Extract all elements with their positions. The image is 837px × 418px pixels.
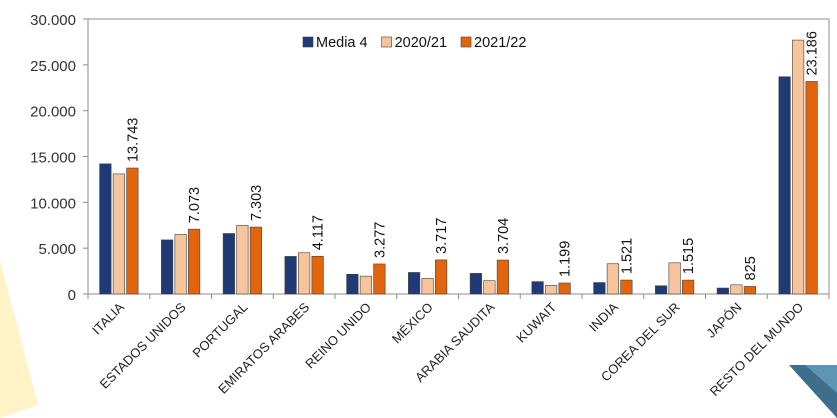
data-label: 7.303 [249, 185, 265, 221]
bar-2020-21 [545, 284, 558, 295]
bar-media-4 [222, 233, 235, 295]
bar-2021-22 [496, 259, 509, 295]
bar-2021-22 [558, 282, 571, 295]
bar-media-4 [99, 163, 112, 295]
y-tick-label: 25.000 [30, 58, 76, 75]
y-tick-label: 10.000 [30, 195, 76, 212]
bar-2020-21 [236, 224, 249, 295]
bar-2021-22 [126, 167, 139, 295]
legend-swatch [302, 36, 314, 48]
bar-2020-21 [112, 173, 125, 295]
bar-media-4 [469, 273, 482, 295]
legend-label: 2021/22 [474, 35, 526, 51]
bar-2020-21 [483, 280, 496, 295]
bar-2021-22 [249, 226, 262, 295]
data-label: 825 [743, 256, 759, 280]
bar-media-4 [161, 239, 174, 295]
bar-media-4 [346, 273, 359, 295]
legend-label: Media 4 [316, 35, 368, 51]
x-tick-label: REINO UNIDO [302, 300, 374, 372]
legend-swatch [460, 36, 472, 48]
bar-2021-22 [805, 81, 818, 295]
y-tick-label: 15.000 [30, 150, 76, 167]
legend-swatch [381, 36, 392, 48]
x-tick-label: KUWAIT [513, 299, 559, 345]
data-label: 1.521 [619, 238, 635, 274]
bar-2021-22 [435, 259, 448, 295]
data-label: 13.743 [125, 118, 141, 162]
x-tick-label: MÉXICO [389, 300, 436, 347]
y-tick-label: 30.000 [30, 12, 76, 29]
data-label: 3.717 [434, 218, 450, 254]
bar-2020-21 [606, 263, 619, 295]
data-label: 3.277 [372, 222, 388, 258]
bar-2020-21 [668, 262, 681, 295]
bar-media-4 [778, 76, 791, 295]
data-label: 23.186 [805, 31, 821, 75]
y-tick-label: 5.000 [38, 241, 76, 258]
bar-2021-22 [311, 255, 324, 295]
data-label: 3.704 [496, 218, 512, 254]
data-label: 1.199 [558, 241, 574, 277]
bar-2021-22 [188, 228, 201, 295]
y-tick-label: 0 [68, 287, 76, 304]
bar-2020-21 [359, 275, 372, 295]
bar-2021-22 [743, 286, 756, 295]
data-label: 7.073 [187, 187, 203, 223]
bar-2021-22 [620, 279, 633, 295]
y-tick-label: 20.000 [30, 104, 76, 121]
bar-media-4 [531, 281, 544, 295]
legend-label: 2020/21 [395, 35, 447, 51]
bar-media-4 [655, 285, 668, 295]
bar-2021-22 [682, 279, 695, 295]
x-tick-label: INDIA [586, 299, 621, 334]
bar-media-4 [284, 256, 297, 295]
x-tick-label: PORTUGAL [189, 300, 250, 361]
data-label: 4.117 [311, 215, 327, 250]
bar-media-4 [408, 272, 421, 295]
bar-media-4 [716, 287, 729, 295]
bar-2020-21 [298, 252, 311, 295]
x-tick-label: ITALIA [89, 299, 127, 337]
x-tick-label: JAPÓN [703, 300, 744, 341]
decorative-left-shape [0, 260, 38, 418]
decorative-corner-shape [789, 365, 837, 418]
bar-2020-21 [421, 278, 434, 295]
bar-2021-22 [373, 263, 386, 295]
bar-2020-21 [730, 284, 743, 295]
bar-media-4 [593, 282, 606, 295]
bar-2020-21 [792, 39, 805, 295]
bar-2020-21 [174, 234, 187, 295]
data-label: 1.515 [681, 238, 697, 274]
